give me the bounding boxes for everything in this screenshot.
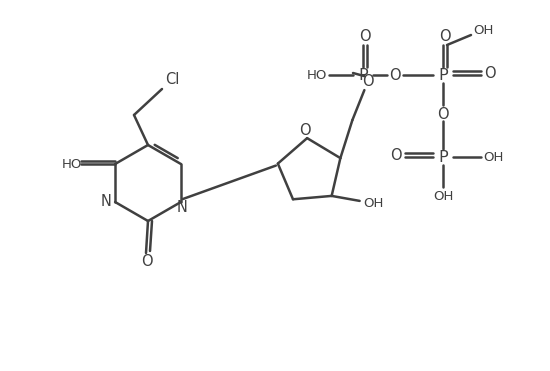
Text: O: O [362, 73, 374, 89]
Text: O: O [389, 68, 401, 82]
Text: OH: OH [483, 151, 503, 164]
Text: HO: HO [62, 158, 82, 171]
Text: O: O [299, 123, 311, 138]
Text: N: N [177, 200, 188, 214]
Text: O: O [484, 66, 496, 81]
Text: P: P [438, 68, 448, 82]
Text: O: O [390, 148, 402, 162]
Text: P: P [358, 68, 368, 82]
Text: OH: OH [473, 23, 493, 36]
Text: OH: OH [364, 197, 384, 210]
Text: O: O [359, 29, 371, 43]
Text: N: N [101, 194, 112, 209]
Text: P: P [438, 150, 448, 164]
Text: O: O [437, 106, 449, 121]
Text: O: O [141, 255, 153, 269]
Text: HO: HO [307, 69, 327, 82]
Text: OH: OH [433, 190, 453, 203]
Text: O: O [439, 29, 451, 43]
Text: Cl: Cl [165, 72, 179, 86]
